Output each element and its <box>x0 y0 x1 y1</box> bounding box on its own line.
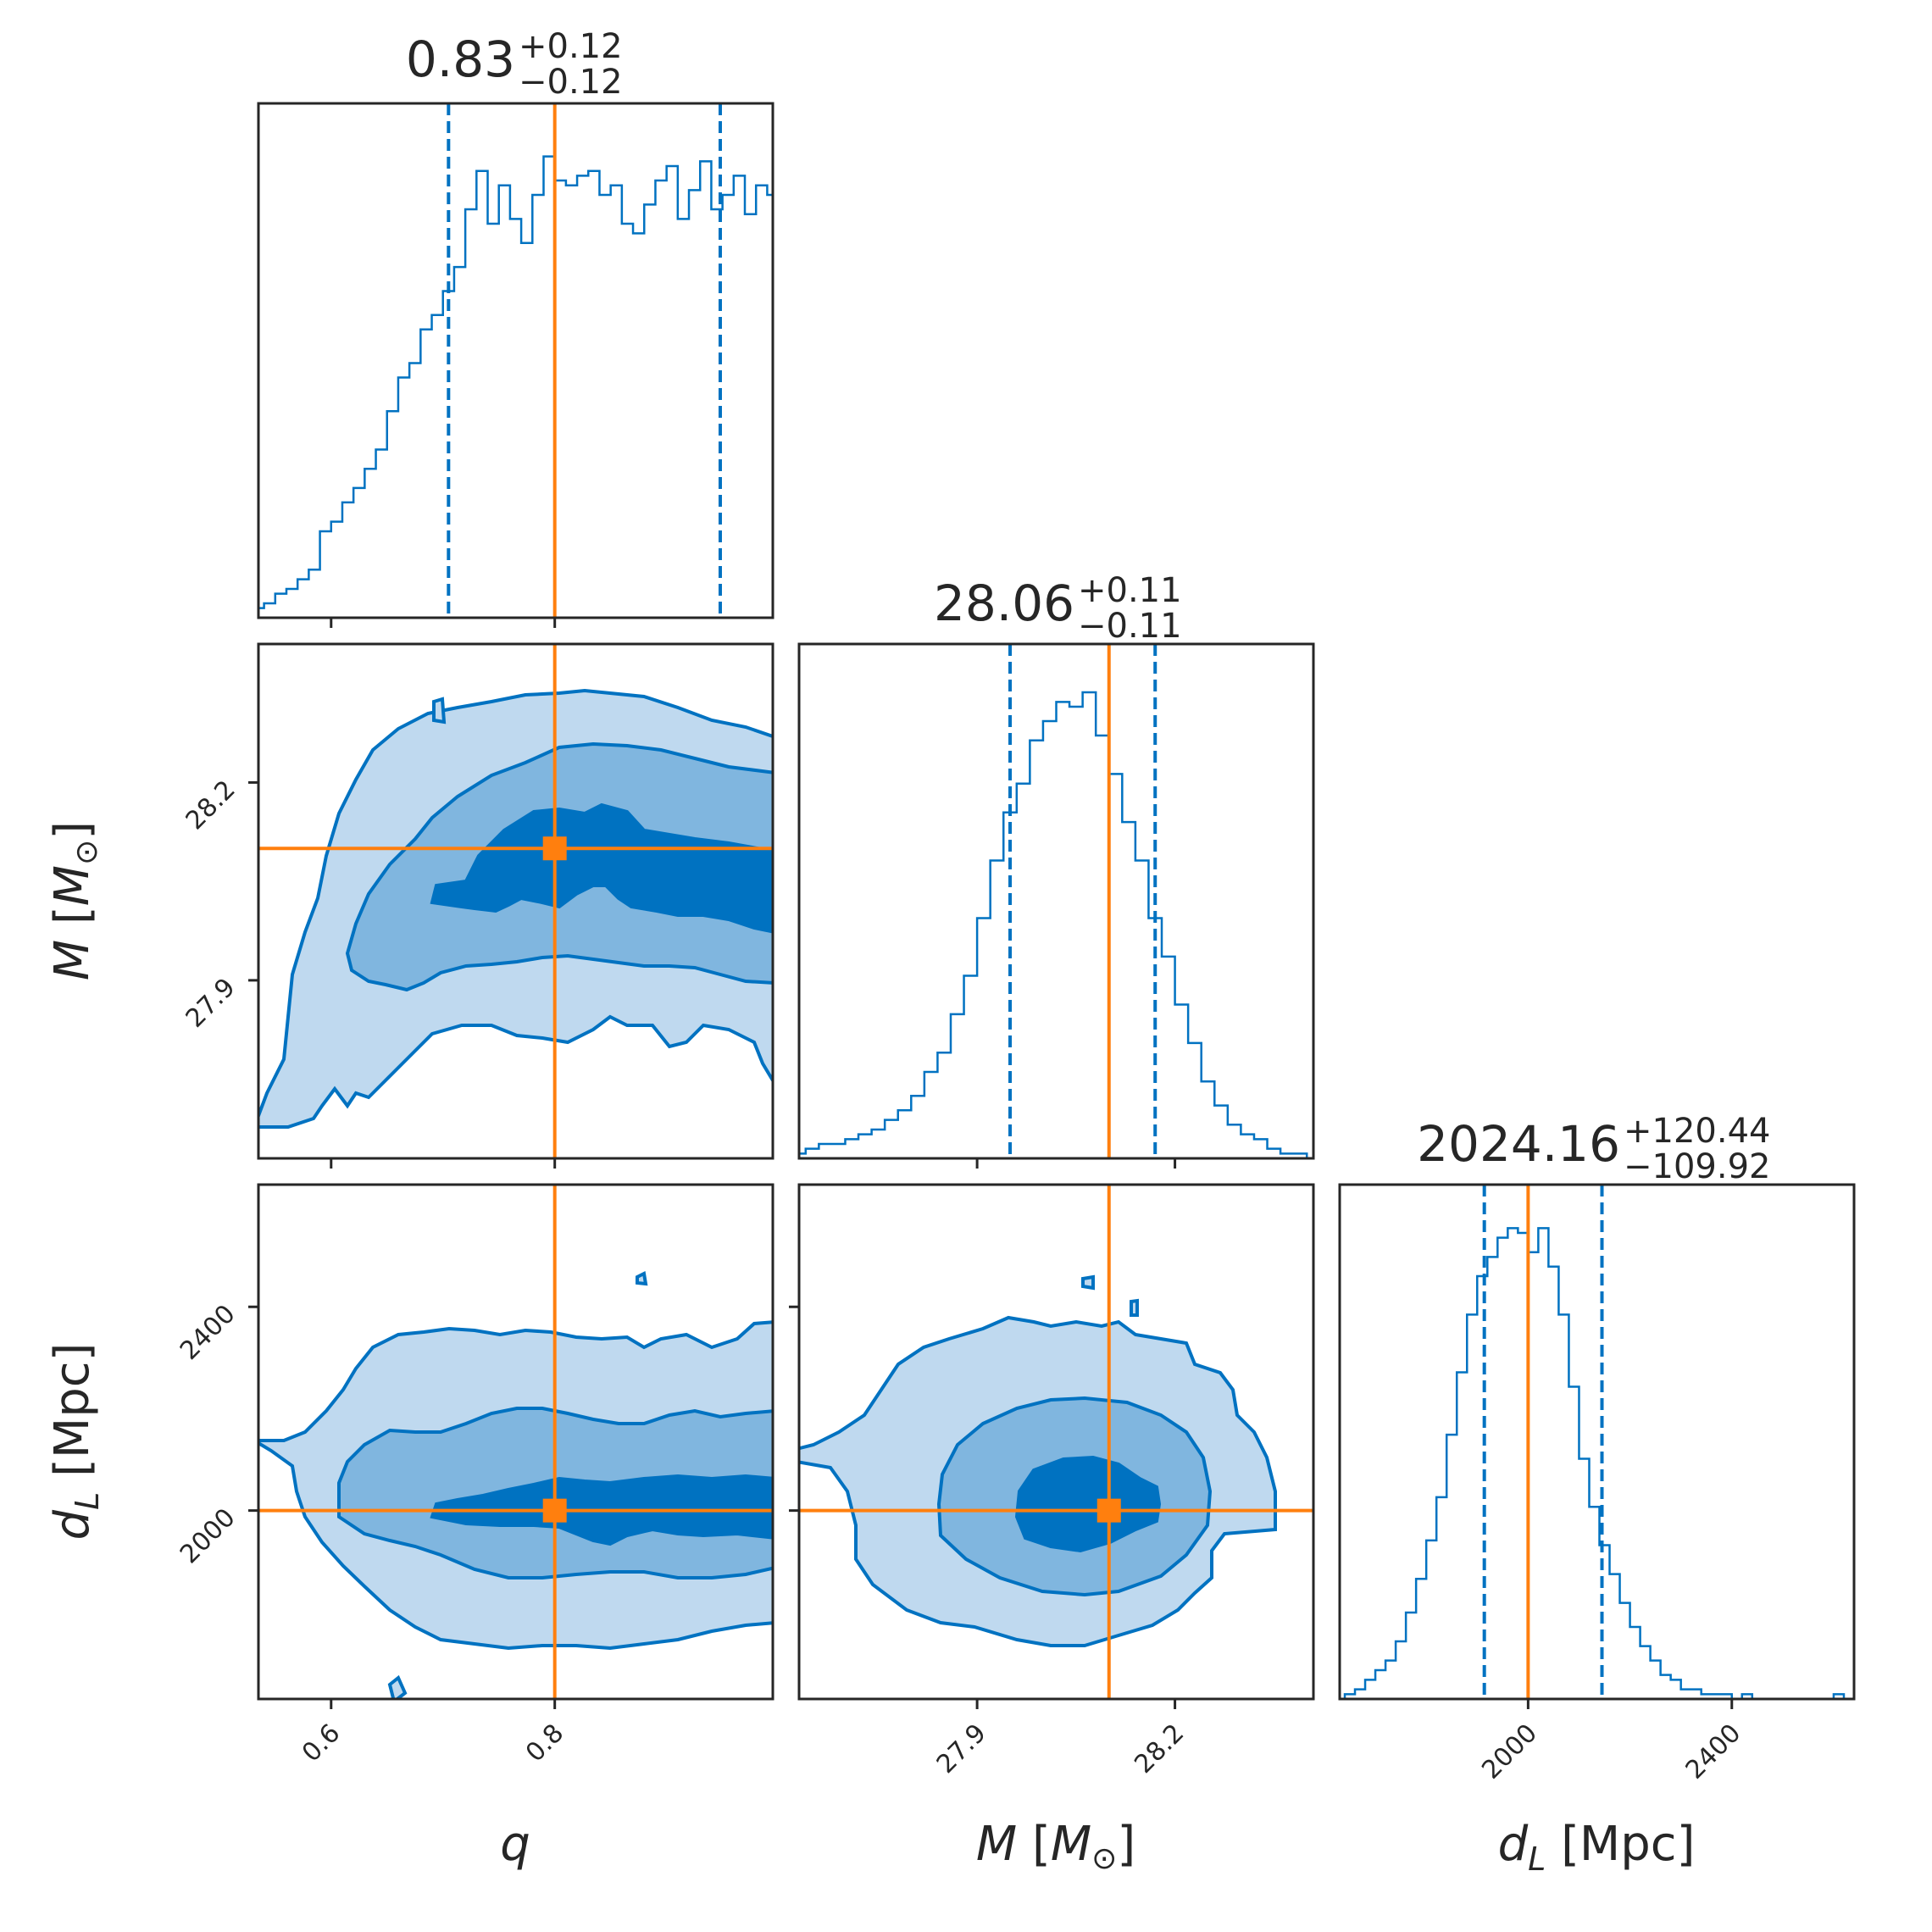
xlabel-dL: dL [Mpc] <box>1498 1817 1696 1878</box>
x-tick-label-M-1: 28.2 <box>1129 1718 1190 1779</box>
panel-contour-q-dL <box>257 1183 774 1701</box>
title-dL-median: 2024.16 <box>1417 1115 1620 1173</box>
contour-island-q-dL <box>387 1674 408 1699</box>
title-M-plus: +0.11 <box>1078 571 1182 610</box>
title-dL-plus: +120.44 <box>1624 1112 1770 1151</box>
xlabel-M: M [M⊙] <box>976 1817 1135 1876</box>
truth-marker-q-M <box>542 836 567 861</box>
ylabel-dL-text: dL [Mpc] <box>45 1343 106 1541</box>
histogram-dL <box>1340 1227 1854 1699</box>
truth-marker-q-dL <box>542 1498 567 1523</box>
panel-contour-q-M <box>257 642 774 1160</box>
x-tick-label-q-0: 0.6 <box>297 1718 346 1768</box>
xlabel-dL-text: dL [Mpc] <box>1498 1817 1696 1878</box>
title-dL-minus: −109.92 <box>1624 1147 1770 1186</box>
title-M: 28.06 +0.11 −0.11 <box>934 571 1182 646</box>
contour-island-M-dL-2 <box>1130 1298 1139 1317</box>
ylabel-M: M [M⊙] <box>45 821 104 980</box>
xlabel-q: q <box>500 1817 530 1872</box>
x-tick-label-dL-1: 2400 <box>1680 1718 1747 1785</box>
title-q: 0.83 +0.12 −0.12 <box>406 27 623 102</box>
title-M-median: 28.06 <box>934 575 1074 632</box>
contour-inner-q-M <box>430 802 773 934</box>
xlabel-q-text: q <box>500 1817 530 1872</box>
histogram-M <box>799 691 1313 1158</box>
y-tick-label-M-1: 28.2 <box>180 774 242 836</box>
panel-contour-M-dL <box>797 1183 1315 1701</box>
panel-hist-M: 28.06 +0.11 −0.11 <box>797 571 1315 1160</box>
title-dL: 2024.16 +120.44 −109.92 <box>1417 1112 1770 1186</box>
contour-island-M-dL <box>1081 1274 1095 1291</box>
x-tick-label-M-0: 27.9 <box>931 1718 992 1779</box>
contour-island-q-M <box>432 697 447 724</box>
y-tick-label-M-0: 27.9 <box>180 973 242 1034</box>
histogram-q <box>258 155 773 609</box>
ylabel-M-text: M [M⊙] <box>45 821 104 980</box>
y-tick-label-dL-0: 2000 <box>175 1503 242 1570</box>
title-q-median: 0.83 <box>406 31 515 88</box>
panel-hist-dL: 2024.16 +120.44 −109.92 <box>1338 1112 1856 1701</box>
contour-island-q-dL-2 <box>636 1271 648 1286</box>
title-q-minus: −0.12 <box>519 63 623 102</box>
panel-hist-q: 0.83 +0.12 −0.12 <box>257 27 774 619</box>
contour-inner-M-dL <box>1014 1455 1162 1553</box>
xlabel-M-text: M [M⊙] <box>976 1817 1135 1876</box>
title-q-plus: +0.12 <box>519 27 623 66</box>
y-tick-label-dL-1: 2400 <box>175 1299 242 1366</box>
truth-marker-M-dL <box>1096 1498 1121 1523</box>
title-M-minus: −0.11 <box>1078 607 1182 646</box>
x-tick-label-dL-0: 2000 <box>1476 1718 1543 1785</box>
ylabel-dL: dL [Mpc] <box>45 1343 106 1541</box>
x-tick-label-q-1: 0.8 <box>520 1718 569 1768</box>
